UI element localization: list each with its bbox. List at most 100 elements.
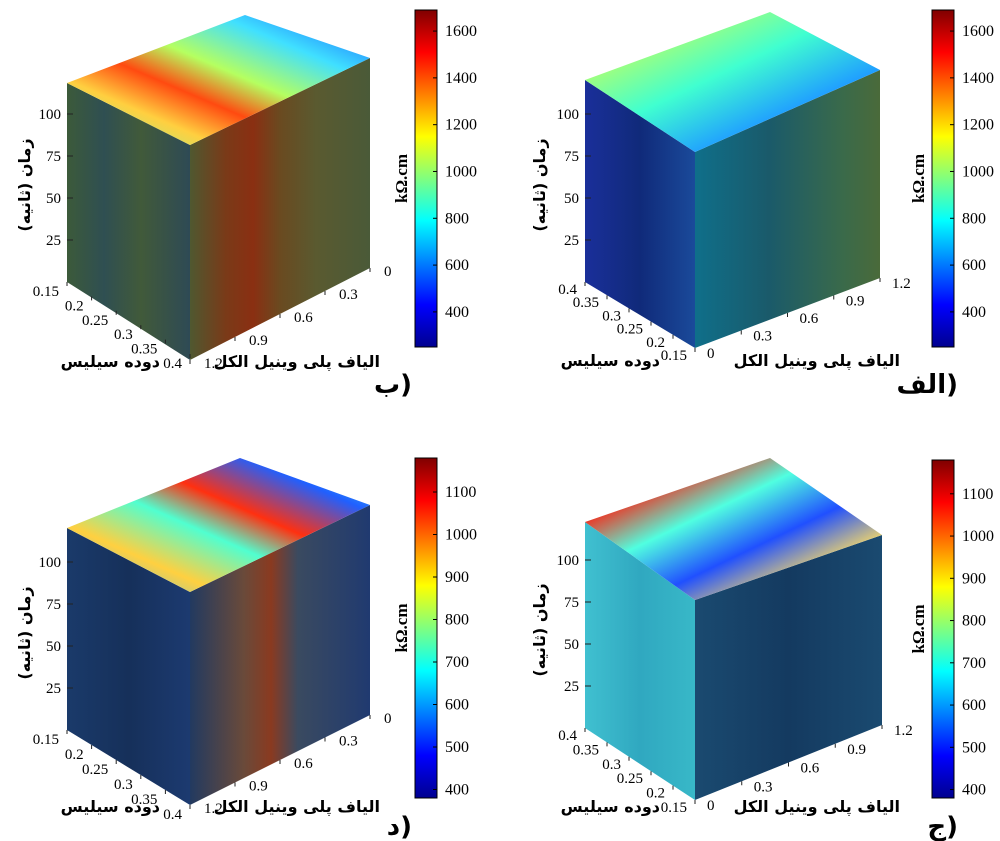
y-tick-label: 1.2	[204, 801, 223, 817]
cube-b-top-face	[67, 15, 370, 145]
panel-label-alef: (الف	[896, 370, 958, 400]
y-tick-label: 0.6	[294, 310, 313, 326]
x-tick-label: 0.2	[65, 298, 84, 314]
x-tick-label: 0.15	[33, 284, 59, 300]
colorbar-tick-label: 800	[445, 612, 469, 629]
cube-dal	[67, 458, 370, 805]
y-tick-label: 0.6	[801, 761, 820, 777]
y-tick-label: 0.3	[753, 329, 772, 345]
cube-b	[67, 15, 370, 360]
colorbar-tick-label: 1100	[445, 484, 476, 501]
colorbar-tick-label: 1000	[962, 163, 994, 180]
z-ticks-jim: 25 50 75 100	[557, 553, 591, 695]
colorbar-tick-label: 400	[445, 782, 469, 799]
y-tick-label: 0.3	[754, 779, 773, 795]
z-axis-title-alef: زمان (ثانیه)	[530, 138, 549, 231]
x-ticks-dal: 0.15 0.20.25 0.30.35 0.4	[33, 730, 191, 823]
y-tick-label: 0.9	[249, 333, 268, 349]
y-tick-label: 0	[707, 346, 715, 362]
colorbar-tick-label: 600	[962, 257, 986, 274]
colorbar-tick-label: 1100	[962, 486, 993, 503]
colorbar-tick-label: 700	[445, 654, 469, 671]
colorbar-tick-label: 600	[445, 697, 469, 714]
colorbar-unit-label: kΩ.cm	[392, 154, 411, 203]
colorbar-tick-label: 1400	[445, 70, 477, 87]
y-ticks-alef: 0 0.3 0.6 0.9 1.2	[694, 276, 911, 362]
colorbar-tick-label: 400	[962, 304, 986, 321]
y-tick-label: 1.2	[894, 723, 913, 739]
x-tick-label: 0.4	[558, 282, 577, 298]
cube-jim-top-face	[585, 458, 882, 600]
colorbar-tick-label: 700	[962, 655, 986, 672]
colorbar-alef: 400 600 800 1000 1200 1400 1600 kΩ.cm	[909, 9, 994, 348]
colorbar-tick-label: 800	[962, 613, 986, 630]
z-tick-label: 50	[46, 639, 61, 655]
colorbar-tick-label: 400	[962, 782, 986, 799]
x-ticks-b: 0.15 0.20.25 0.30.35 0.4	[33, 282, 191, 372]
x-tick-label: 0.3	[602, 308, 621, 324]
cube-jim-left-face	[585, 522, 695, 800]
colorbar-gradient	[414, 457, 438, 799]
colorbar-tick-label: 800	[445, 210, 469, 227]
colorbar-unit-label: kΩ.cm	[909, 154, 928, 203]
y-ticks-dal: 1.2 0.9 0.6 0.3 0	[189, 711, 392, 817]
z-axis-title-b: زمان (ثانیه)	[15, 138, 34, 231]
panel-label-dal: (د	[387, 812, 412, 841]
y-tick-label: 1.2	[892, 276, 911, 292]
y-tick-label: 0.9	[249, 779, 268, 795]
colorbar-tick-label: 1000	[445, 163, 477, 180]
colorbar-tick-label: 1600	[962, 23, 994, 40]
y-tick-label: 0	[384, 711, 392, 727]
x-tick-label: 0.4	[558, 728, 577, 744]
z-tick-label: 50	[564, 637, 579, 653]
z-tick-label: 50	[564, 191, 579, 207]
colorbar-dal: 400 500 600 700 800 900 1000 1100 kΩ.cm	[392, 457, 477, 799]
y-axis-title-jim: الیاف پلی وینیل الکل	[734, 797, 900, 817]
colorbar-tick-label: 600	[962, 697, 986, 714]
colorbar-tick-label: 1200	[445, 117, 477, 134]
colorbar-unit-label: kΩ.cm	[909, 604, 928, 653]
colorbar-tick-label: 800	[962, 210, 986, 227]
y-axis-title-alef: الیاف پلی وینیل الکل	[734, 351, 900, 371]
colorbar-tick-label: 1000	[445, 527, 477, 544]
z-tick-label: 25	[564, 233, 579, 249]
cube-alef-right-face	[695, 70, 880, 348]
cube-jim	[585, 458, 882, 800]
x-axis-title-dal: دوده سیلیس	[61, 797, 160, 816]
x-tick-label: 0.35	[131, 792, 157, 808]
x-tick-label: 0.3	[114, 327, 133, 343]
x-tick-label: 0.4	[163, 807, 182, 823]
y-tick-label: 0	[384, 264, 392, 280]
x-tick-label: 0.2	[646, 786, 665, 802]
colorbar-gradient	[414, 9, 438, 348]
cube-b-left-face	[67, 83, 190, 360]
x-tick-label: 0.25	[82, 313, 108, 329]
y-axis-title-b: الیاف پلی وینیل الکل	[214, 352, 380, 372]
z-tick-label: 100	[557, 553, 580, 569]
z-tick-label: 100	[557, 107, 580, 123]
x-tick-label: 0.35	[573, 742, 599, 758]
x-tick-label: 0.25	[617, 322, 643, 338]
colorbar-gradient	[931, 459, 955, 799]
colorbar-jim: 400 500 600 700 800 900 1000 1100 kΩ.cm	[909, 459, 994, 799]
x-tick-label: 0.4	[163, 356, 182, 372]
x-axis-title-b: دوده سیلیس	[61, 352, 160, 371]
z-ticks-alef: 25 50 75 100	[557, 107, 591, 249]
colorbar-tick-label: 1200	[962, 117, 994, 134]
z-tick-label: 50	[46, 191, 61, 207]
x-ticks-jim: 0.40.350.30.250.20.15	[558, 728, 696, 816]
colorbar-b: 400 600 800 1000 1200 1400 1600 kΩ.cm	[392, 9, 477, 348]
x-tick-label: 0.35	[131, 342, 157, 358]
cube-jim-right-face	[695, 535, 882, 800]
y-tick-label: 0.3	[339, 734, 358, 750]
y-axis-title-dal: الیاف پلی وینیل الکل	[214, 797, 380, 817]
cube-dal-top-face	[67, 458, 370, 592]
x-axis-title-alef: دوده سیلیس	[561, 351, 660, 370]
cube-alef	[585, 12, 880, 348]
y-tick-label: 0.9	[847, 742, 866, 758]
z-tick-label: 25	[46, 681, 61, 697]
z-tick-label: 75	[46, 597, 61, 613]
